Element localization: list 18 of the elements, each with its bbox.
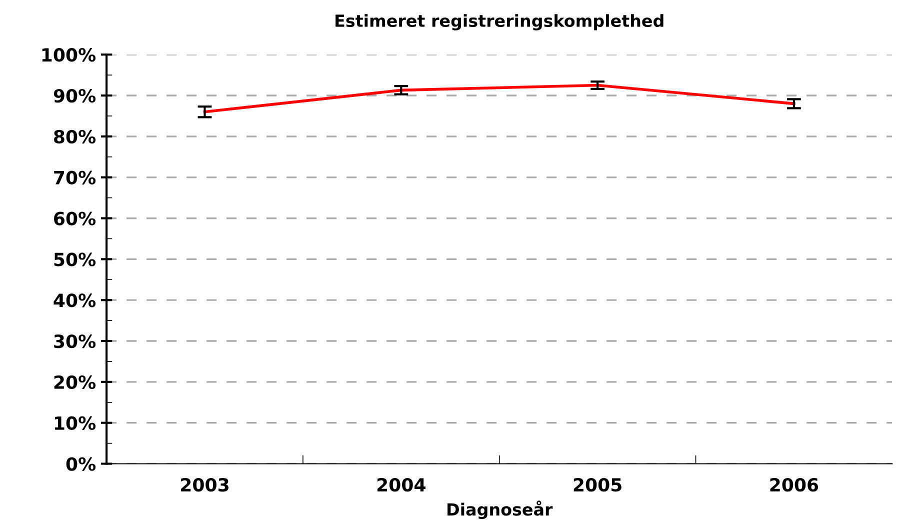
y-tick-label: 30% [54,334,96,348]
line-series [203,84,796,114]
x-axis-title: Diagnoseår [448,500,553,520]
x-tick-label: 2005 [574,478,622,492]
y-tick-label: 40% [54,294,96,308]
y-tick-label: 80% [54,130,96,144]
chart-title: Estimeret registreringskomplethed [336,14,664,30]
y-tick-label: 90% [54,88,96,103]
y-tick-label: 100% [42,48,96,62]
x-tick-label: 2003 [181,478,228,492]
x-tick-label: 2006 [770,478,818,492]
y-tick-label: 70% [54,170,96,184]
y-tick-label: 10% [54,416,96,430]
y-tick-label: 60% [54,212,96,226]
y-tick-label: 0% [66,457,96,471]
y-tick-label: 50% [54,252,96,266]
y-tick-label: 20% [54,375,96,390]
x-tick-label: 2004 [377,478,426,492]
